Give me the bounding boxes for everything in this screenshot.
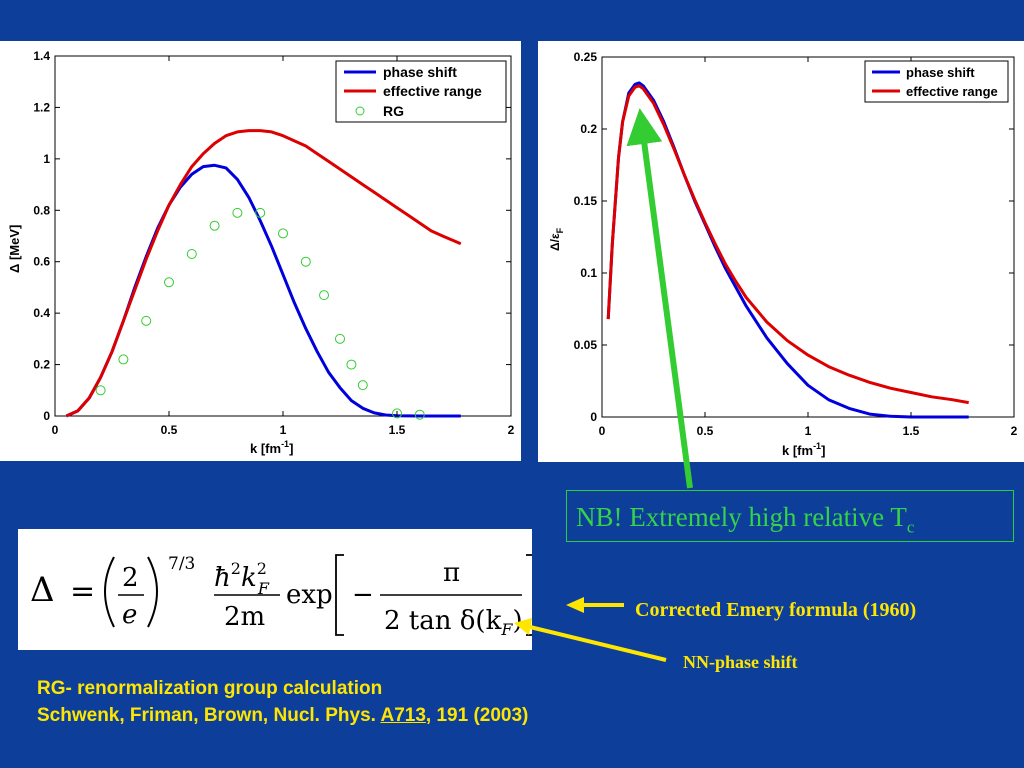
gap-ratio-chart: 0 0.5 1 1.5 2 0 0.05 0.1 0.15 0.2 0.25 phase shift… (538, 41, 1024, 462)
rg-data-point (164, 277, 174, 288)
x-axis-label: k [fm-1] (250, 439, 293, 456)
formula-exp: exp (286, 580, 333, 610)
legend-phase-shift: phase shift (383, 64, 457, 80)
y-tick-label: 0.4 (33, 306, 50, 320)
formula-tan-denominator: 2 tan δ(kF) (384, 606, 523, 639)
formula-svg: Δ = 2 e 7/3 ħ2k2 F 2m exp − π 2 tan δ(kF) (30, 554, 535, 639)
y-tick-label: 0.25 (574, 50, 598, 64)
journal-volume: A713 (380, 705, 426, 726)
rg-data-point (414, 409, 425, 420)
nn-phase-arrow (514, 618, 667, 662)
y-tick-label: 0 (43, 409, 50, 423)
x-tick-label: 0 (599, 424, 606, 438)
formula-pi: π (443, 558, 460, 588)
formula-denominator: 2m (224, 602, 265, 632)
rg-data-point (346, 359, 357, 370)
formula-exponent: 7/3 (168, 554, 195, 574)
formula-e: e (122, 600, 137, 630)
y-tick-label: 0.6 (33, 255, 50, 269)
gap-ratio-svg: 0 0.5 1 1.5 2 0 0.05 0.1 0.15 0.2 0.25 phase shift… (548, 50, 1018, 458)
rg-data-point (118, 354, 129, 365)
citation: Schwenk, Friman, Brown, Nucl. Phys. A713… (37, 705, 529, 726)
x-tick-label: 1.5 (903, 424, 920, 438)
effective-range-line (606, 84, 969, 405)
y-tick-label: 1.4 (33, 49, 50, 63)
y-tick-label: 0.2 (33, 358, 50, 372)
rg-data-point (278, 228, 288, 239)
gap-chart-mev: 0 0.5 1 1.5 2 0 0.2 0.4 0.6 0.8 1 1.2 1.4 phase shif… (0, 41, 521, 461)
rg-data-point (357, 380, 368, 391)
x-tick-label: 2 (508, 423, 515, 437)
y-tick-label: 1.2 (33, 100, 50, 114)
y-tick-label: 0.8 (33, 203, 50, 217)
x-tick-label: 1 (805, 424, 812, 438)
x-tick-label: 0 (52, 423, 59, 437)
legend: phase shift effective range RG (335, 60, 507, 123)
rg-data-point (392, 408, 402, 419)
formula-numerator: ħ2k2 F (214, 559, 270, 598)
high-tc-note: NB! Extremely high relative Tc (566, 490, 1014, 542)
rg-data-point (255, 207, 266, 218)
x-tick-label: 0.5 (161, 423, 178, 437)
rg-data-point (141, 315, 152, 326)
formula-delta: Δ (30, 570, 55, 610)
emery-formula: Δ = 2 e 7/3 ħ2k2 F 2m exp − π 2 tan δ(kF) (18, 529, 535, 650)
formula-equals: = (70, 574, 95, 609)
formula-two: 2 (122, 563, 139, 593)
legend-effective-range: effective range (383, 83, 482, 99)
legend-phase-shift: phase shift (906, 65, 975, 80)
effective-range-line (65, 129, 462, 418)
y-axis-label: Δ [MeV] (7, 225, 22, 273)
rg-data-point (319, 290, 330, 301)
nn-phase-shift-note: NN-phase shift (683, 652, 798, 672)
y-tick-label: 0.1 (580, 266, 597, 280)
emery-formula-note: Corrected Emery formula (1960) (635, 599, 917, 621)
legend: phase shift effective range (864, 60, 1009, 103)
legend-rg: RG (383, 103, 404, 119)
x-tick-label: 1.5 (389, 423, 406, 437)
emery-arrow (566, 597, 624, 613)
rg-definition: RG- renormalization group calculation (37, 678, 383, 699)
formula-minus: − (352, 580, 374, 610)
rg-data-point (95, 385, 106, 396)
rg-data-point (300, 256, 311, 267)
rg-data-point (186, 249, 197, 259)
x-axis-label: k [fm-1] (782, 441, 825, 458)
y-tick-label: 0.15 (574, 194, 598, 208)
rg-data-point (232, 207, 243, 218)
gap-chart-svg: 0 0.5 1 1.5 2 0 0.2 0.4 0.6 0.8 1 1.2 1.4 phase shif… (7, 49, 515, 456)
x-tick-label: 0.5 (697, 424, 714, 438)
y-tick-label: 1 (43, 152, 50, 166)
rg-data-point (335, 333, 345, 344)
y-tick-label: 0 (590, 410, 597, 424)
y-tick-label: 0.05 (574, 338, 598, 352)
rg-data-point (209, 220, 220, 231)
x-tick-label: 2 (1011, 424, 1018, 438)
legend-effective-range: effective range (906, 84, 998, 99)
y-axis-label: Δ/εF (548, 227, 565, 251)
green-arrow (626, 108, 693, 489)
y-tick-label: 0.2 (580, 122, 597, 136)
x-tick-label: 1 (280, 423, 287, 437)
